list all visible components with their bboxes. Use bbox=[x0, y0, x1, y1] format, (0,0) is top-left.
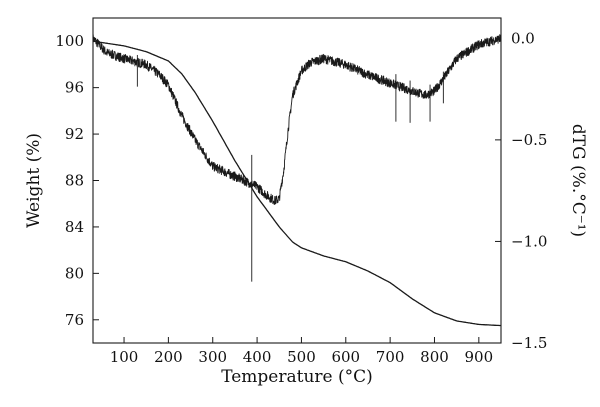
y-left-tick-label: 80 bbox=[65, 264, 84, 282]
y-right-tick-label: 0.0 bbox=[511, 29, 535, 47]
x-tick-label: 700 bbox=[376, 348, 405, 366]
y-left-tick-label: 88 bbox=[65, 172, 84, 190]
x-tick-label: 600 bbox=[331, 348, 360, 366]
x-tick-label: 800 bbox=[420, 348, 449, 366]
y-left-tick-label: 96 bbox=[65, 79, 84, 97]
weight-curve-line bbox=[92, 40, 502, 327]
y-axis-left-label: Weight (%) bbox=[24, 133, 44, 228]
y-right-tick-label: −1.0 bbox=[511, 232, 547, 250]
y-right-tick-label: −1.5 bbox=[511, 334, 547, 352]
plot-frame bbox=[92, 17, 502, 344]
tick-labels: 100 200 300 400 500 600 700 800 900 76 80 84 88 92 96 1… bbox=[55, 29, 547, 366]
y-axis-right-label: dTG (%.°C⁻¹) bbox=[568, 124, 588, 237]
x-tick-label: 300 bbox=[198, 348, 227, 366]
y-right-tick-label: −0.5 bbox=[511, 131, 547, 149]
y-left-tick-label: 92 bbox=[65, 125, 84, 143]
x-tick-label: 100 bbox=[110, 348, 139, 366]
y-left-tick-label: 84 bbox=[65, 218, 84, 236]
x-axis-label: Temperature (°C) bbox=[221, 367, 373, 387]
y-left-tick-label: 76 bbox=[65, 311, 84, 329]
x-tick-label: 900 bbox=[465, 348, 494, 366]
series-layer bbox=[92, 34, 502, 327]
x-tick-label: 200 bbox=[154, 348, 183, 366]
dtg-curve-line bbox=[92, 34, 502, 206]
x-tick-label: 400 bbox=[243, 348, 272, 366]
x-tick-label: 500 bbox=[287, 348, 316, 366]
y-left-tick-label: 100 bbox=[55, 32, 84, 50]
